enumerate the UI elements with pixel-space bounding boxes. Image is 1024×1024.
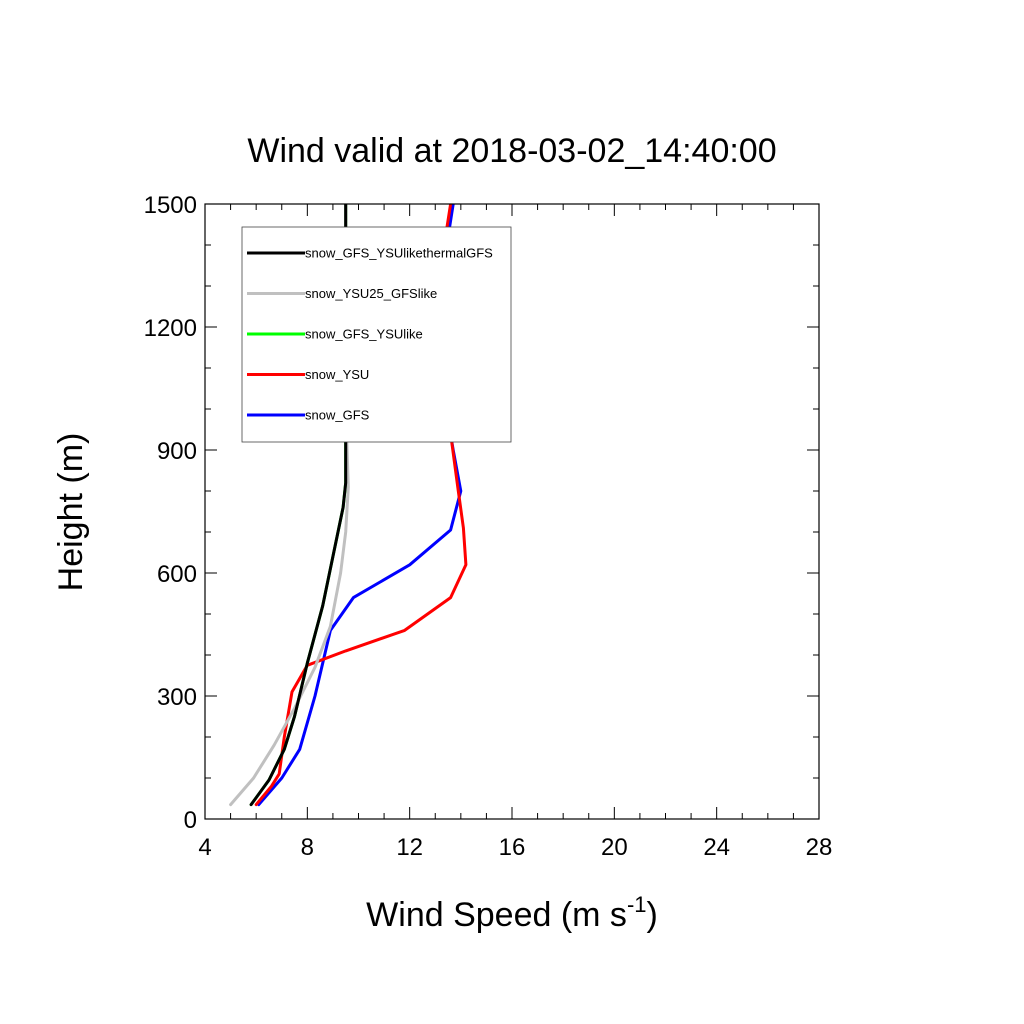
x-tick-label: 20 [601,834,628,861]
x-tick-label: 28 [806,834,833,861]
y-axis-label: Height (m) [52,433,90,592]
series-line-snow-gfs-ysulikethermalgfs [249,204,348,807]
legend-label: snow_GFS_YSUlikethermalGFS [305,246,493,261]
x-tick-label: 24 [703,834,730,861]
chart-title: Wind valid at 2018-03-02_14:40:00 [247,132,776,170]
y-tick-label: 0 [184,807,197,834]
x-tick-label: 4 [198,834,211,861]
legend-label: snow_GFS_YSUlike [305,327,423,342]
y-tick-label: 900 [157,438,197,465]
tick-labels-layer: 4 8 12 16 20 24 28 0 300 600 900 1200 1500 [144,192,833,861]
y-tick-label: 1200 [144,315,197,342]
y-tick-label: 300 [157,684,197,711]
x-tick-label: 8 [301,834,314,861]
x-tick-label: 16 [499,834,526,861]
legend-label: snow_YSU [305,367,369,382]
series-line-snow-ysu25-gfslike [229,204,350,807]
legend-label: snow_YSU25_GFSlike [305,286,437,301]
x-axis-label-sup: -1 [627,892,647,917]
legend: snow_GFS_YSUlikethermalGFS snow_YSU25_GFS… [241,226,512,443]
x-axis-label-main: Wind Speed (m s [366,896,627,934]
legend-label: snow_GFS [305,408,370,423]
x-axis-label-close: ) [647,896,658,934]
y-tick-label: 1500 [144,192,197,219]
x-axis-label: Wind Speed (m s-1) [366,892,658,934]
ticks-layer [204,203,820,820]
y-tick-label: 600 [157,561,197,588]
x-tick-label: 12 [396,834,423,861]
